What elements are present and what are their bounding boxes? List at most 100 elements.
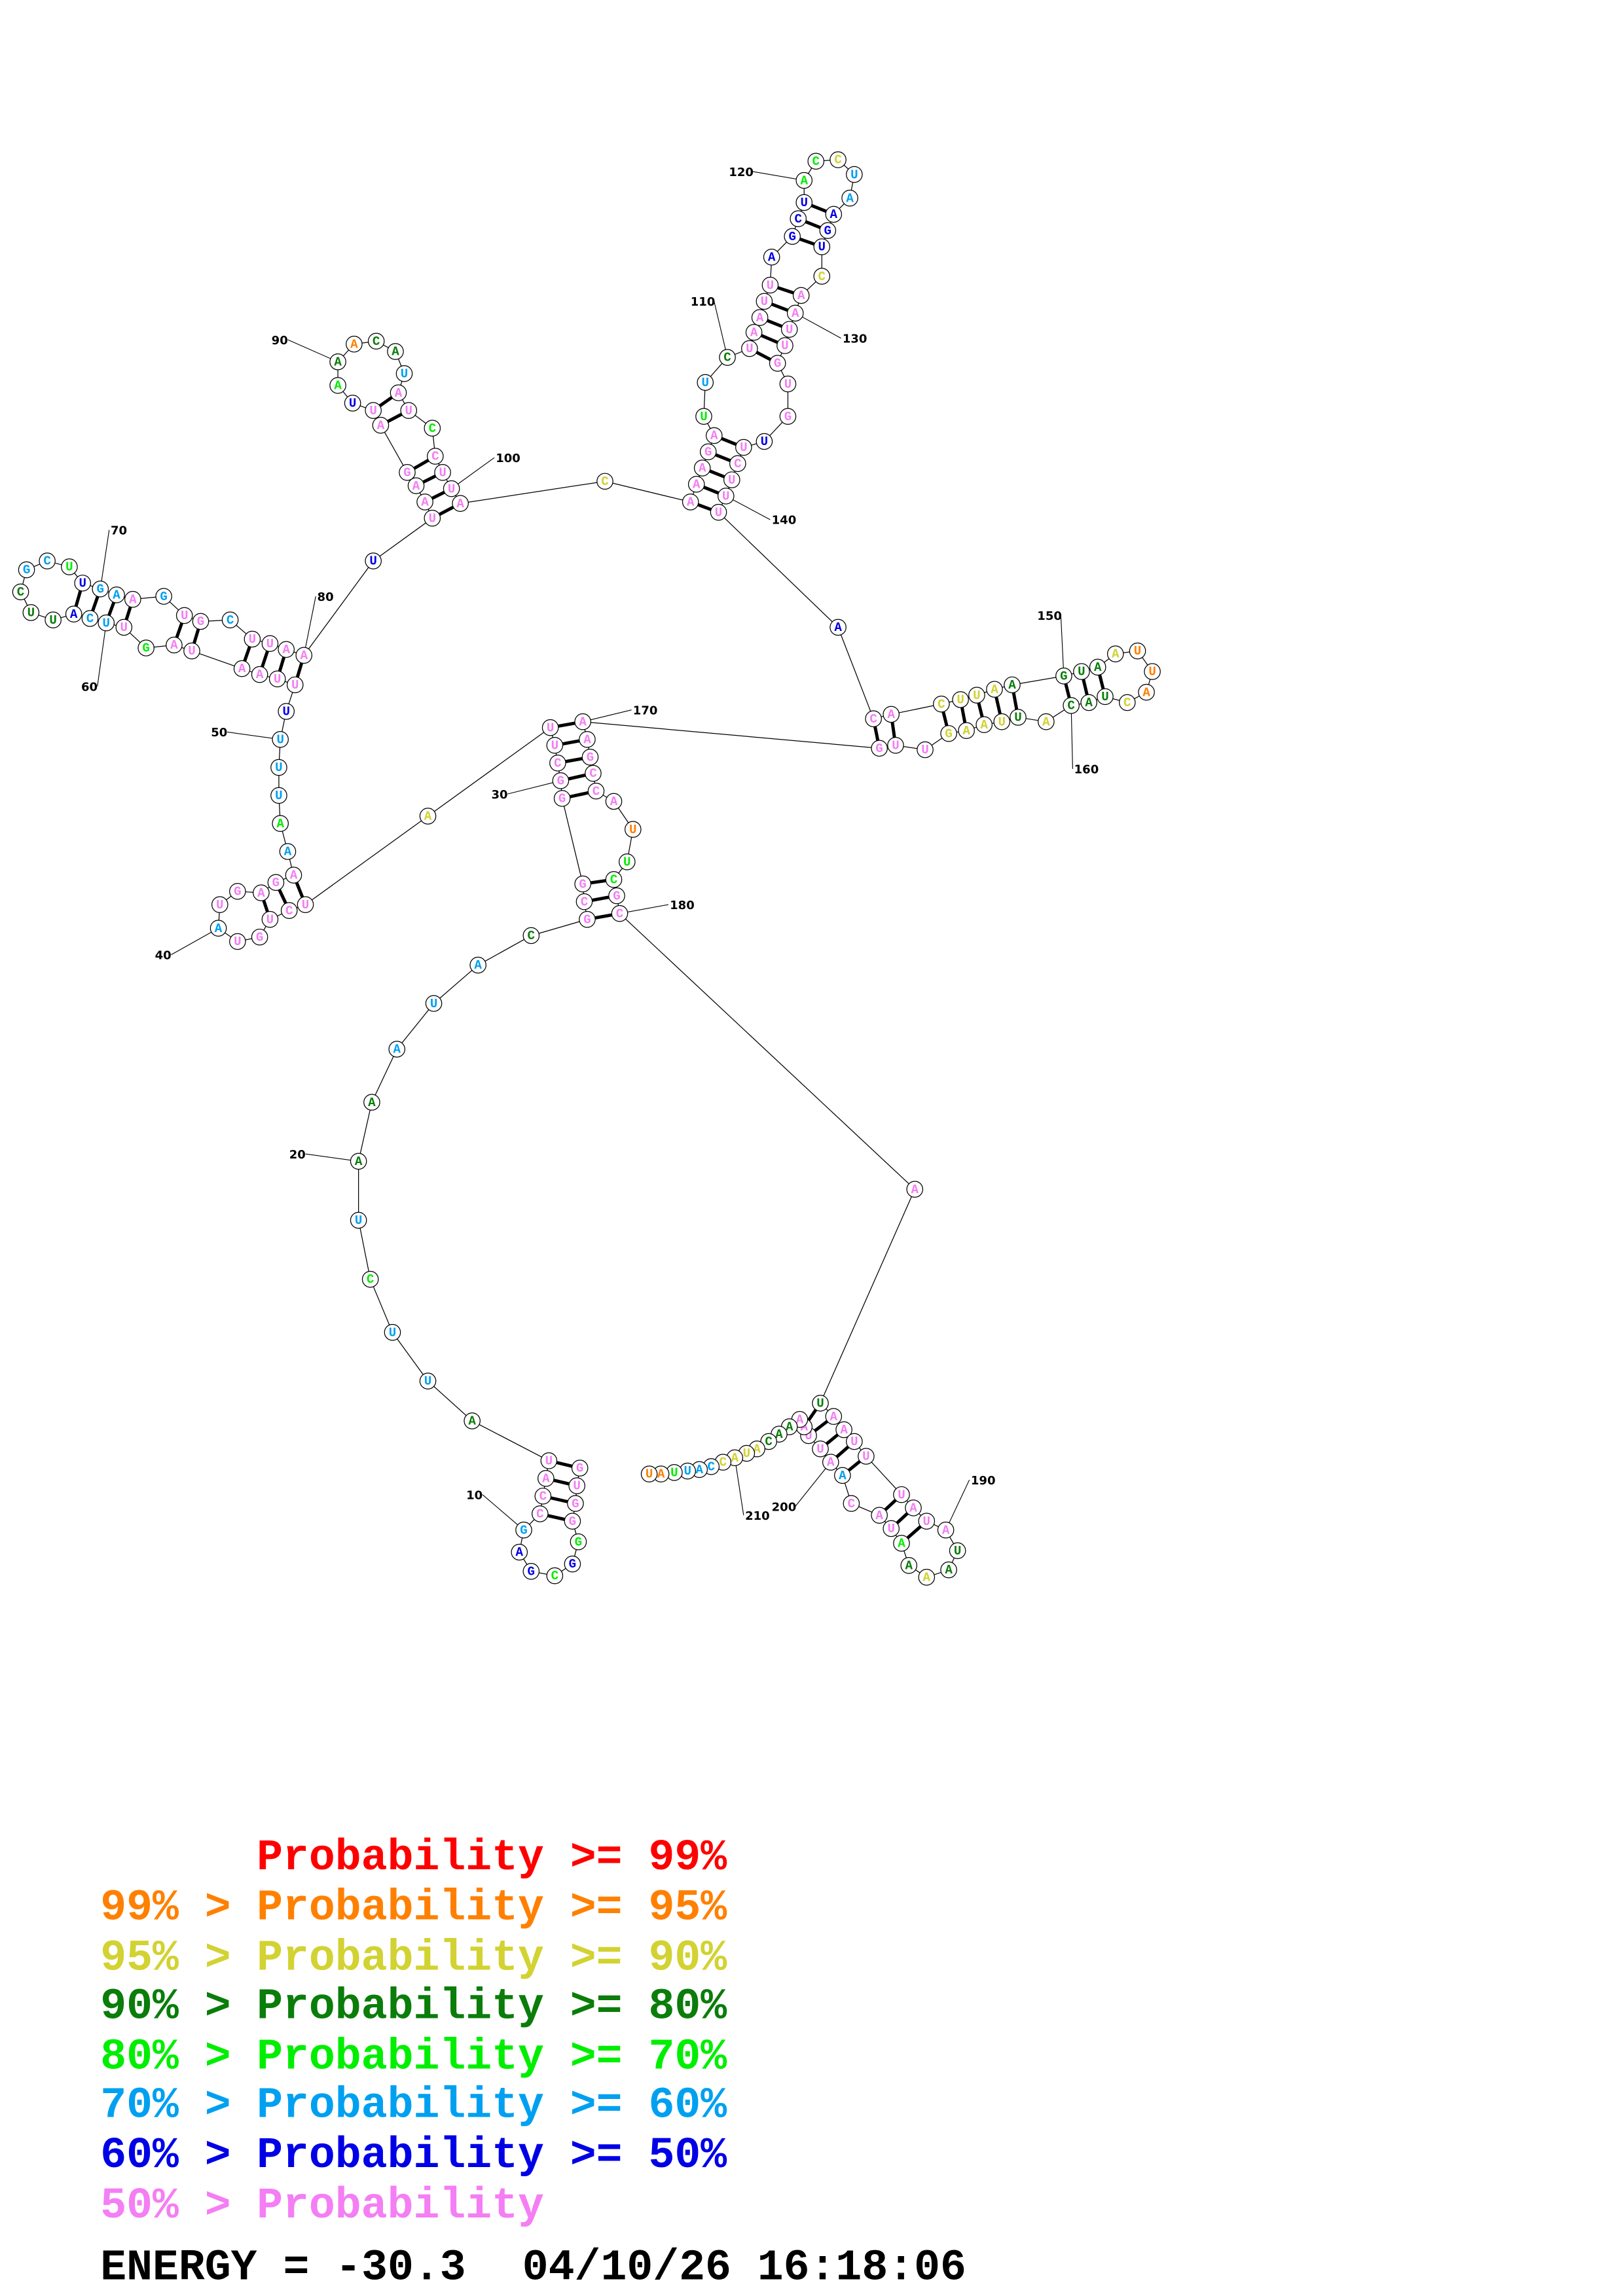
nucleotide-base: C <box>554 756 562 770</box>
nucleotide-circle <box>825 1408 843 1425</box>
base-pair-bond <box>192 628 200 644</box>
nucleotide-circle <box>346 335 363 353</box>
nucleotide: A <box>388 1041 406 1058</box>
nucleotide: A <box>1106 645 1124 662</box>
nucleotide: G <box>155 588 172 605</box>
nucleotide: G <box>784 228 801 245</box>
position-tick <box>287 339 338 363</box>
nucleotide: U <box>115 619 133 636</box>
nucleotide: G <box>581 748 599 766</box>
nucleotide: C <box>1063 697 1080 714</box>
nucleotide-circle <box>549 755 566 772</box>
nucleotide-base: U <box>547 721 555 735</box>
position-label: 190 <box>971 1474 996 1488</box>
position-label: 120 <box>729 166 754 179</box>
nucleotide-circle <box>384 1323 401 1341</box>
nucleotide: U <box>918 1513 936 1530</box>
backbone-segment <box>604 480 691 503</box>
nucleotide-circle <box>45 611 62 628</box>
nucleotide-circle <box>229 933 246 950</box>
nucleotide-circle <box>574 875 591 893</box>
nucleotide-base: C <box>551 1569 559 1583</box>
legend-row-1: Probability >= 99% <box>257 1833 727 1882</box>
nucleotide-base: U <box>65 560 73 575</box>
nucleotide: U <box>261 635 279 653</box>
nucleotide-circle <box>268 670 286 688</box>
backbone-segment <box>891 704 941 715</box>
base-pair-bond <box>124 606 132 620</box>
nucleotide-base: U <box>957 693 964 708</box>
nucleotide-base: C <box>367 1272 374 1287</box>
nucleotide-base: U <box>120 620 128 635</box>
nucleotide-base: U <box>898 1488 905 1502</box>
base-pair-bond <box>261 651 269 668</box>
nucleotide-circle <box>871 1507 888 1524</box>
legend-row-4: 90% > Probability >= 80% <box>100 1982 727 2032</box>
nucleotide-base: U <box>369 404 377 418</box>
nucleotide-circle <box>1038 713 1055 730</box>
nucleotide-circle <box>74 575 91 592</box>
nucleotide-circle <box>640 1465 658 1482</box>
nucleotide-base: U <box>746 342 754 356</box>
nucleotide: C <box>221 611 239 628</box>
nucleotide-circle <box>858 1448 875 1465</box>
nucleotide-base: A <box>731 1451 739 1465</box>
nucleotide-base: A <box>887 708 895 722</box>
nucleotide-circle <box>952 691 969 708</box>
nucleotide: A <box>387 343 404 360</box>
nucleotide-circle <box>976 716 993 733</box>
nucleotide-base: C <box>1067 699 1074 713</box>
nucleotide: G <box>229 883 246 900</box>
nucleotide: U <box>419 1372 437 1390</box>
position-label: 60 <box>81 680 98 694</box>
backbone-segment <box>531 919 588 937</box>
nucleotide: U <box>278 703 295 720</box>
nucleotide-base: G <box>160 590 168 604</box>
nucleotide-circle <box>546 736 564 754</box>
nucleotide: C <box>843 1495 860 1512</box>
nucleotide-base: A <box>830 207 838 222</box>
nucleotide: G <box>819 222 837 240</box>
nucleotide-circle <box>1010 709 1027 726</box>
nucleotide: U <box>384 1323 401 1341</box>
nucleotide-base: A <box>839 1469 847 1483</box>
nucleotide-base: A <box>962 724 970 738</box>
position-label: 90 <box>272 334 288 348</box>
nucleotide-circle <box>564 1555 581 1573</box>
backbone-segment <box>392 1332 429 1382</box>
nucleotide-base: G <box>256 930 264 944</box>
nucleotide-base: A <box>796 1412 804 1427</box>
position-label: 10 <box>466 1488 483 1502</box>
nucleotide: U <box>887 736 904 754</box>
nucleotide-base: A <box>412 479 420 493</box>
nucleotide: A <box>652 1465 670 1482</box>
nucleotide-base: U <box>767 278 774 293</box>
nucleotide-base: C <box>869 712 877 726</box>
base-pair-bond <box>565 757 583 764</box>
position-label: 170 <box>633 704 658 717</box>
base-pair-bond <box>890 722 896 738</box>
base-pair-bond <box>807 1408 818 1422</box>
nucleotide-base: U <box>274 672 282 687</box>
legend-row-5: 80% > Probability >= 70% <box>100 2032 727 2081</box>
nucleotide: U <box>434 464 451 481</box>
nucleotide: G <box>564 1513 581 1530</box>
nucleotide-circle <box>792 287 810 304</box>
base-pair-bond <box>592 895 610 902</box>
nucleotide-circle <box>611 905 629 922</box>
nucleotide: A <box>822 1454 839 1471</box>
legend-prefix: 80% > <box>100 2032 230 2081</box>
nucleotide-circle <box>251 666 268 683</box>
nucleotide: A <box>419 808 437 825</box>
nucleotide: C <box>549 755 566 772</box>
nucleotide-circle <box>221 611 239 628</box>
nucleotide: U <box>858 1448 875 1465</box>
nucleotide-base: G <box>558 792 566 806</box>
nucleotide-base: U <box>1014 711 1022 725</box>
nucleotide-circle <box>469 956 486 974</box>
nucleotide-base: A <box>1085 696 1093 710</box>
nucleotide: C <box>361 1270 379 1288</box>
nucleotide-base: C <box>812 154 820 169</box>
base-pair-bond <box>295 662 304 678</box>
legend-label: Probability >= 70% <box>257 2032 727 2081</box>
